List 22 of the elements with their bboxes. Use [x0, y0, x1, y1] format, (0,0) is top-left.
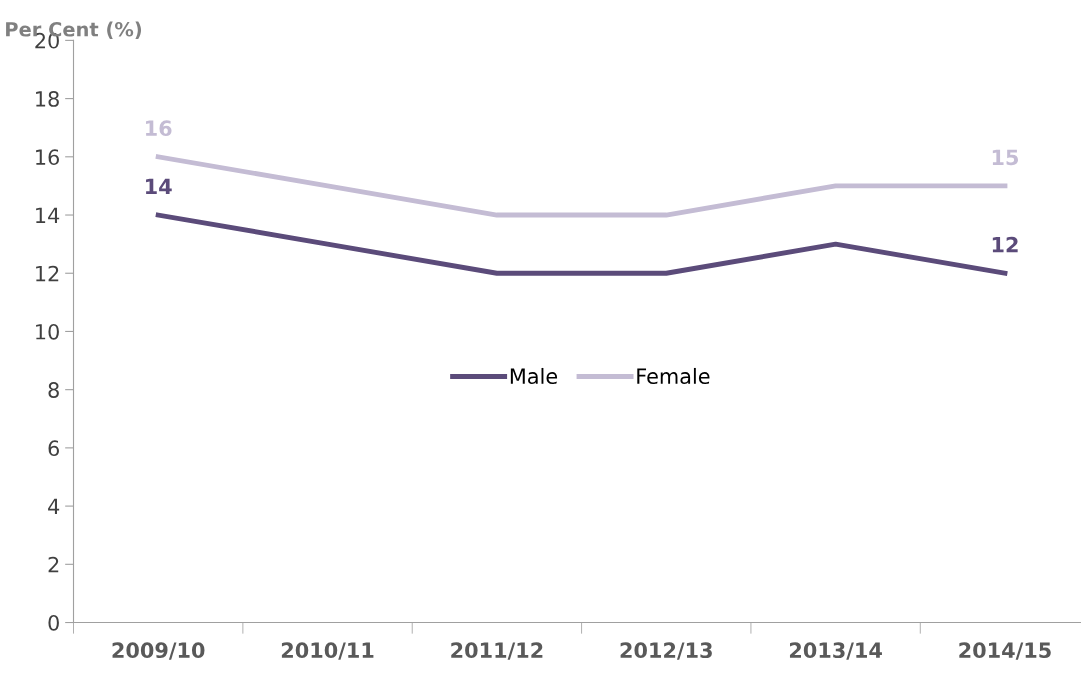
- data-label: 15: [992, 149, 1019, 166]
- y-tick-label: 14: [36, 207, 60, 223]
- data-label: 14: [146, 178, 172, 195]
- y-tick-label: 16: [36, 149, 59, 166]
- y-tick-label: 8: [48, 382, 59, 398]
- y-tick-label: 6: [48, 440, 59, 457]
- x-tick-label: 2011/12: [451, 642, 543, 660]
- x-tick-label: 2014/15: [959, 642, 1051, 660]
- data-label: 16: [146, 120, 172, 137]
- y-tick-label: 2: [48, 556, 59, 573]
- x-tick-label: 2012/13: [620, 642, 712, 660]
- data-label: 12: [992, 236, 1018, 253]
- x-tick-label: 2009/10: [112, 642, 205, 660]
- y-tick-label: 0: [48, 614, 59, 631]
- legend-label: Male: [510, 367, 558, 385]
- y-tick-label: 4: [48, 498, 60, 515]
- x-tick-label: 2013/14: [789, 642, 882, 660]
- y-tick-label: 12: [36, 265, 59, 282]
- y-tick-label: 10: [36, 323, 59, 340]
- legend-label: Female: [637, 367, 710, 385]
- y-tick-label: 18: [36, 91, 59, 107]
- x-tick-label: 2010/11: [281, 642, 374, 660]
